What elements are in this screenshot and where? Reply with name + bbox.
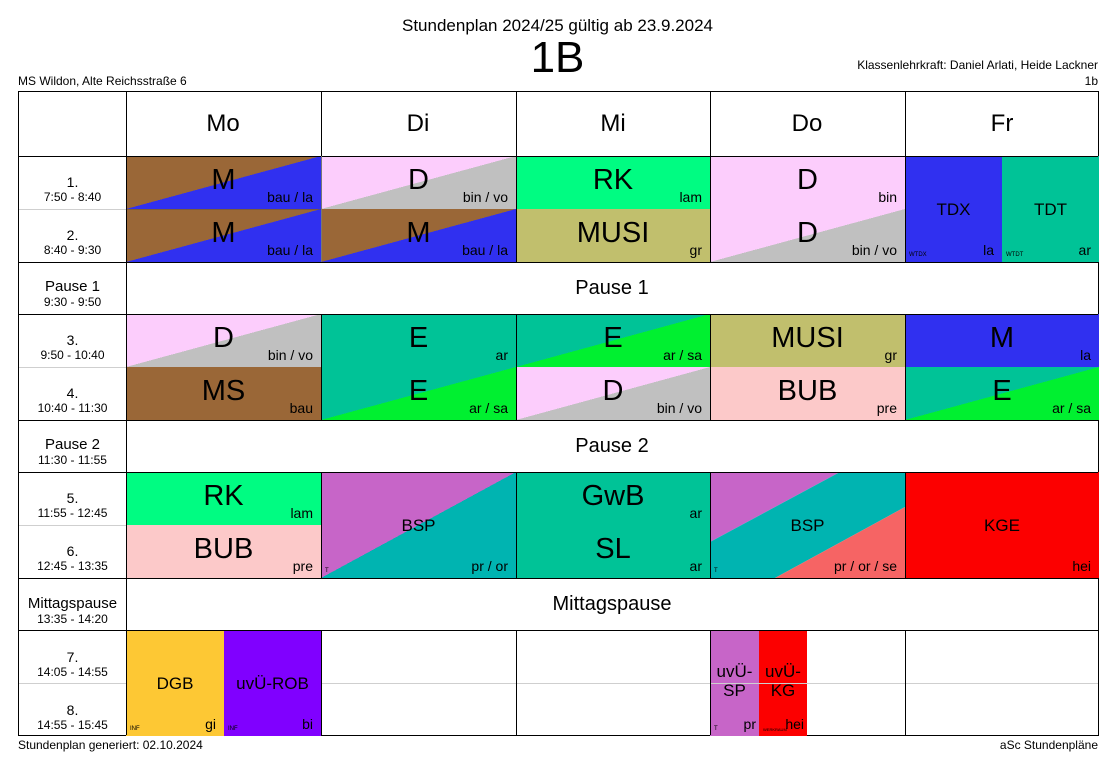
gridline — [516, 630, 517, 735]
period-5: 5. 11:55 - 12:45 — [37, 490, 108, 520]
gridline — [710, 92, 711, 262]
lesson-mi-6[interactable]: SL ar — [516, 525, 710, 578]
gridline — [19, 525, 126, 526]
gridline — [19, 156, 1098, 157]
period-pause-2: Pause 2 11:30 - 11:55 — [38, 436, 107, 467]
lesson-mi-2[interactable]: MUSI gr — [516, 209, 710, 262]
gridline — [19, 367, 126, 368]
period-4: 4. 10:40 - 11:30 — [37, 385, 108, 415]
software-name: aSc Stundenpläne — [999, 738, 1098, 752]
gridline — [19, 683, 126, 684]
period-8: 8. 14:55 - 15:45 — [37, 702, 108, 732]
lesson-do-4[interactable]: BUB pre — [710, 367, 905, 420]
gridline — [516, 314, 517, 420]
gridline — [516, 92, 517, 262]
break-pause-2: Pause 2 — [575, 434, 649, 457]
timetable-grid: Mo Di Mi Do Fr 1. 7:50 - 8:40 2. 8:40 - 9:… — [18, 91, 1099, 736]
lesson-mi-5[interactable]: GwB ar — [516, 472, 710, 525]
school-address: MS Wildon, Alte Reichsstraße 6 — [18, 74, 187, 88]
gridline — [321, 314, 322, 420]
lesson-mo-4[interactable]: MS bau — [126, 367, 321, 420]
day-header-di: Di — [406, 110, 430, 137]
day-header-mi: Mi — [600, 110, 626, 137]
lesson-mo-5[interactable]: RK lam — [126, 472, 321, 525]
lesson-mo-7-robotik[interactable]: uvÜ-ROB bi INF — [224, 630, 321, 736]
gridline — [321, 683, 1098, 684]
period-1: 1. 7:50 - 8:40 — [43, 174, 102, 204]
gridline — [19, 420, 1098, 421]
period-pause-1: Pause 1 9:30 - 9:50 — [43, 278, 102, 309]
lesson-mi-1[interactable]: RK lam — [516, 156, 710, 209]
lesson-fr-5-6[interactable]: KGE hei — [905, 472, 1099, 578]
period-6: 6. 12:45 - 13:35 — [37, 543, 108, 573]
class-name: 1B — [530, 33, 585, 82]
triple-split-background — [710, 472, 905, 578]
lesson-mo-7-dgb[interactable]: DGB gi INF — [126, 630, 224, 736]
gridline — [710, 630, 711, 735]
gridline — [905, 472, 906, 578]
day-header-fr: Fr — [990, 110, 1014, 137]
gridline — [19, 578, 1098, 579]
gridline — [905, 314, 906, 420]
period-lunch: Mittagspause 13:35 - 14:20 — [27, 595, 118, 626]
period-2: 2. 8:40 - 9:30 — [43, 227, 102, 257]
gridline — [19, 472, 1098, 473]
generated-date: Stundenplan generiert: 02.10.2024 — [18, 738, 203, 752]
class-code: 1b — [1084, 74, 1098, 88]
gridline — [321, 630, 322, 735]
gridline — [905, 92, 906, 262]
gridline — [710, 314, 711, 420]
lesson-di-5-6[interactable]: BSP pr / or T — [321, 472, 516, 578]
gridline — [516, 472, 517, 578]
period-7: 7. 14:05 - 14:55 — [37, 649, 108, 679]
lesson-do-3[interactable]: MUSI gr — [710, 314, 905, 367]
lesson-mo-6[interactable]: BUB pre — [126, 525, 321, 578]
gridline — [905, 630, 906, 735]
class-teacher: Klassenlehrkraft: Daniel Arlati, Heide L… — [857, 58, 1098, 72]
gridline — [19, 209, 126, 210]
break-lunch: Mittagspause — [552, 592, 672, 615]
lesson-fr-1-2-tdx[interactable]: TDX la WTDX — [905, 156, 1002, 262]
gridline — [19, 262, 1098, 263]
lesson-fr-1-2-tdt[interactable]: TDT ar WTDT — [1002, 156, 1099, 262]
break-pause-1: Pause 1 — [575, 276, 649, 299]
gridline — [710, 472, 711, 578]
lesson-do-5-6[interactable]: BSP pr / or / se T — [710, 472, 905, 578]
gridline — [126, 92, 127, 735]
gridline — [19, 630, 1098, 631]
day-header-do: Do — [791, 110, 823, 137]
period-3: 3. 9:50 - 10:40 — [40, 332, 105, 362]
gridline — [19, 314, 1098, 315]
gridline — [126, 209, 321, 210]
gridline — [321, 472, 322, 578]
timetable-title: Stundenplan 2024/25 gültig ab 23.9.2024 — [402, 16, 713, 35]
gridline — [321, 156, 322, 262]
day-header-mo: Mo — [206, 110, 240, 137]
